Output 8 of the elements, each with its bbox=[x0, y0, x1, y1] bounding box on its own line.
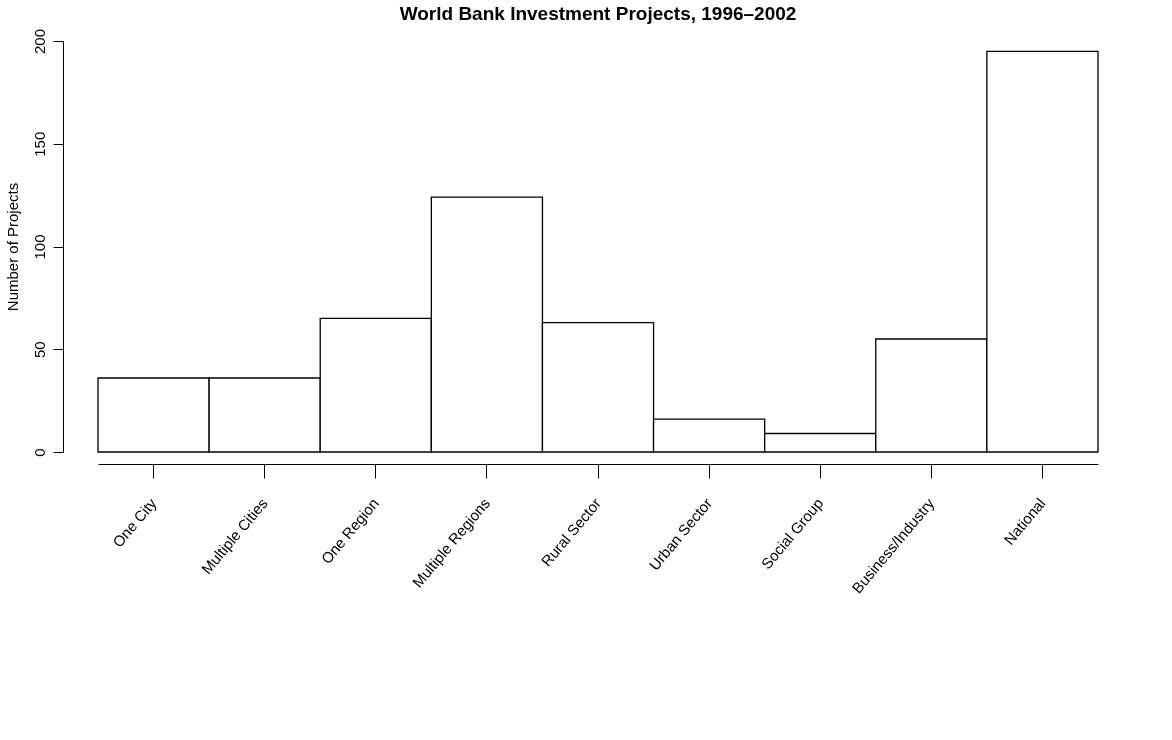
y-tick-label: 100 bbox=[30, 234, 48, 260]
y-tick-label: 0 bbox=[30, 448, 48, 457]
y-axis-title: Number of Projects bbox=[3, 182, 21, 312]
y-tick-label: 50 bbox=[30, 341, 48, 359]
chart-title: World Bank Investment Projects, 1996–2002 bbox=[399, 3, 797, 25]
y-tick-label: 200 bbox=[30, 28, 48, 55]
y-tick-label: 150 bbox=[30, 131, 48, 157]
x-tick-label: One City bbox=[109, 494, 160, 551]
